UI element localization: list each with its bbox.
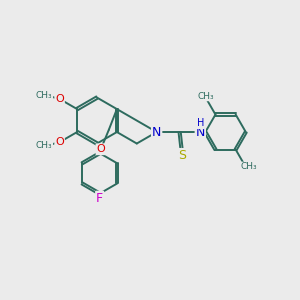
Text: CH₃: CH₃ bbox=[241, 162, 257, 171]
Text: CH₃: CH₃ bbox=[36, 91, 52, 100]
Text: F: F bbox=[96, 192, 103, 205]
Text: N: N bbox=[152, 125, 161, 139]
Text: O: O bbox=[96, 144, 105, 154]
Text: O: O bbox=[55, 94, 64, 104]
Text: CH₃: CH₃ bbox=[198, 92, 214, 100]
Text: S: S bbox=[178, 149, 186, 162]
Text: N: N bbox=[196, 125, 205, 139]
Text: H: H bbox=[196, 118, 204, 128]
Text: CH₃: CH₃ bbox=[36, 141, 52, 150]
Text: O: O bbox=[55, 137, 64, 147]
